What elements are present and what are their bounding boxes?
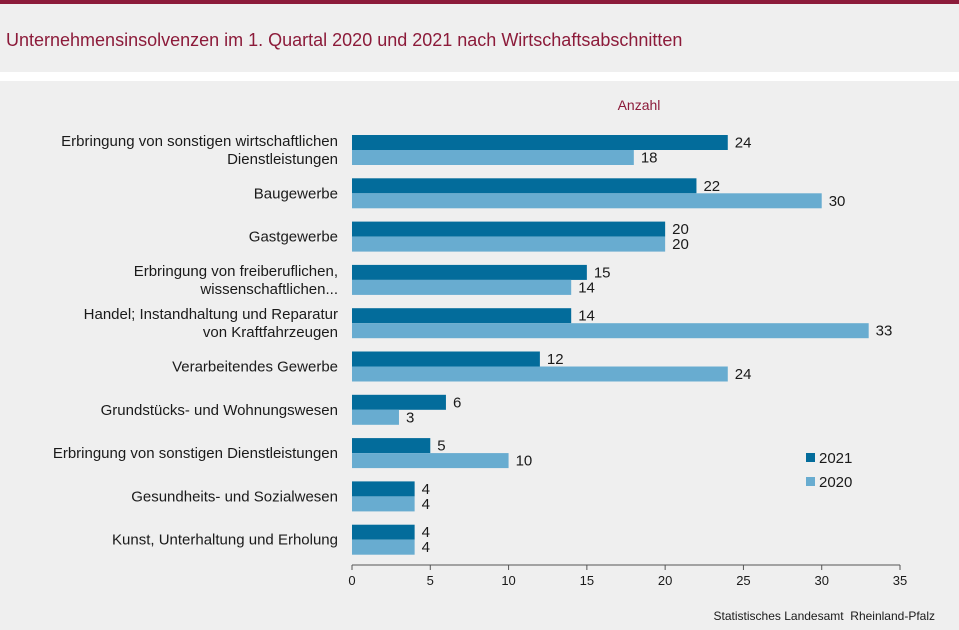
value-label-2021-6: 6 xyxy=(453,394,461,411)
bar-2020-3 xyxy=(352,279,572,295)
bar-2021-8 xyxy=(352,481,415,497)
x-tick-label: 10 xyxy=(501,573,515,588)
chart-header: Unternehmensinsolvenzen im 1. Quartal 20… xyxy=(0,4,959,72)
bar-2020-1 xyxy=(352,193,822,209)
category-label: Kunst, Unterhaltung und Erholung xyxy=(112,532,338,549)
bar-2020-4 xyxy=(352,323,869,339)
bar-2021-1 xyxy=(352,178,697,194)
bar-2021-7 xyxy=(352,438,431,454)
x-tick-label: 5 xyxy=(427,573,434,588)
x-tick-label: 0 xyxy=(348,573,355,588)
bar-2021-4 xyxy=(352,308,572,324)
value-label-2021-1: 22 xyxy=(703,178,720,195)
legend-swatch-2020 xyxy=(806,477,815,486)
value-label-2020-7: 10 xyxy=(516,453,533,470)
bar-chart: Anzahl 241822302020151414331224635104444… xyxy=(53,97,907,588)
category-label: Handel; Instandhaltung und Reparatur xyxy=(84,306,338,323)
legend: 2021 2020 xyxy=(806,450,852,491)
x-tick-label: 15 xyxy=(580,573,594,588)
bar-2020-6 xyxy=(352,409,399,425)
value-label-2021-5: 12 xyxy=(547,351,564,368)
x-tick-label: 30 xyxy=(814,573,828,588)
value-label-2020-3: 14 xyxy=(578,279,595,296)
x-axis: 0 5 10 15 20 25 30 35 xyxy=(348,564,907,588)
bar-2020-5 xyxy=(352,366,728,382)
category-label: Verarbeitendes Gewerbe xyxy=(172,359,338,376)
value-label-2020-2: 20 xyxy=(672,236,689,253)
category-label: Erbringung von sonstigen Dienstleistunge… xyxy=(53,445,338,462)
bar-2021-6 xyxy=(352,394,446,410)
x-tick-label: 25 xyxy=(736,573,750,588)
value-label-2020-5: 24 xyxy=(735,366,752,383)
category-label: Dienstleistungen xyxy=(227,151,338,168)
bar-2021-3 xyxy=(352,264,587,280)
legend-label-2020: 2020 xyxy=(819,474,852,491)
value-label-2021-2: 20 xyxy=(672,221,689,238)
bar-2020-9 xyxy=(352,539,415,555)
x-tick-label: 35 xyxy=(893,573,907,588)
chart-title: Unternehmensinsolvenzen im 1. Quartal 20… xyxy=(6,30,683,50)
value-label-2021-7: 5 xyxy=(437,438,445,455)
bar-2020-2 xyxy=(352,236,666,252)
source-credit: Statistisches Landesamt Rheinland-Pfalz xyxy=(713,609,935,623)
header-divider xyxy=(0,72,959,81)
value-label-2020-9: 4 xyxy=(422,539,430,556)
bar-2020-7 xyxy=(352,453,509,469)
bar-2020-0 xyxy=(352,150,634,165)
category-label: Baugewerbe xyxy=(254,185,338,202)
value-label-2020-8: 4 xyxy=(422,496,430,513)
value-label-2020-1: 30 xyxy=(829,193,846,210)
category-labels: Erbringung von sonstigen wirtschaftliche… xyxy=(53,133,338,549)
axis-title: Anzahl xyxy=(618,97,661,113)
chart-area: Anzahl 24 18 22 30 20 20 15 14 14 33 12 24 6 3 5 10 4 4 4 4… xyxy=(0,81,959,630)
legend-swatch-2021 xyxy=(806,453,815,462)
value-label-2021-3: 15 xyxy=(594,264,611,281)
category-label: Grundstücks- und Wohnungswesen xyxy=(101,402,338,419)
top-accent-bar xyxy=(0,0,959,4)
category-label: Gastgewerbe xyxy=(249,229,338,246)
bar-2021-2 xyxy=(352,221,666,237)
value-label-2021-8: 4 xyxy=(422,481,430,498)
value-label-2020-4: 33 xyxy=(876,323,893,340)
category-label: wissenschaftlichen... xyxy=(199,281,338,298)
bar-2021-0 xyxy=(352,135,728,150)
value-label-2020-6: 3 xyxy=(406,409,414,426)
bar-2021-5 xyxy=(352,351,540,367)
category-label: Erbringung von freiberuflichen, xyxy=(134,263,338,280)
category-label: Gesundheits- und Sozialwesen xyxy=(131,488,338,505)
category-label: von Kraftfahrzeugen xyxy=(203,324,338,341)
legend-label-2021: 2021 xyxy=(819,450,852,467)
bar-2020-8 xyxy=(352,496,415,512)
x-tick-label: 20 xyxy=(658,573,672,588)
category-label: Erbringung von sonstigen wirtschaftliche… xyxy=(61,133,338,150)
value-label-2021-9: 4 xyxy=(422,524,430,541)
value-label-2020-0: 18 xyxy=(641,150,658,167)
value-label-2021-4: 14 xyxy=(578,308,595,325)
value-label-2021-0: 24 xyxy=(735,135,752,152)
bar-2021-9 xyxy=(352,524,415,540)
